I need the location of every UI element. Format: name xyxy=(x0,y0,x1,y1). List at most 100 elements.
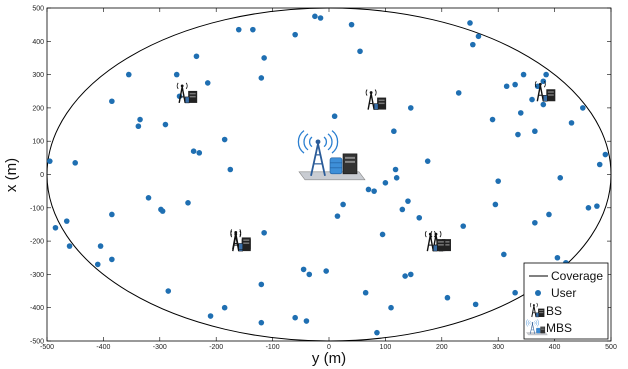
y-tick-label: -300 xyxy=(30,272,44,279)
user-point xyxy=(109,211,115,218)
user-point xyxy=(258,75,265,81)
user-point xyxy=(63,218,70,224)
bs-storage xyxy=(535,312,539,318)
bs-layer xyxy=(176,80,556,252)
legend-coverage-label: Coverage xyxy=(551,269,603,283)
user-point xyxy=(109,98,115,105)
user-layer xyxy=(47,13,609,336)
user-point xyxy=(407,271,414,278)
base-station-icon xyxy=(176,82,198,104)
bs-wave-right xyxy=(239,229,242,236)
user-point xyxy=(512,81,518,88)
user-point xyxy=(424,158,431,164)
bs-storage xyxy=(238,243,244,250)
x-tick-label: 200 xyxy=(436,344,448,351)
user-point xyxy=(204,80,211,86)
user-point xyxy=(261,229,267,236)
legend-bs-label: BS xyxy=(546,304,562,318)
user-point xyxy=(557,175,564,181)
bs-antenna-tip xyxy=(369,91,373,94)
user-point xyxy=(596,161,603,168)
user-point xyxy=(492,201,499,208)
mbs-storage xyxy=(329,157,343,175)
user-point xyxy=(159,208,166,214)
y-tick-label: 500 xyxy=(32,6,44,13)
mbs-tower xyxy=(310,143,326,177)
bs-wave-right xyxy=(185,82,188,90)
user-point xyxy=(467,20,473,26)
bs-server-slot xyxy=(437,244,444,246)
user-point xyxy=(94,261,101,268)
mbs-wave-left xyxy=(297,130,305,154)
user-point xyxy=(374,329,380,336)
user-point xyxy=(135,123,142,130)
bs-storage xyxy=(433,244,438,252)
bs-mast xyxy=(178,86,186,104)
y-tick-label: -100 xyxy=(30,205,44,212)
user-point xyxy=(580,105,586,111)
x-tick-label: 500 xyxy=(605,344,617,351)
user-point xyxy=(331,113,338,120)
user-point xyxy=(323,268,329,274)
user-point xyxy=(568,120,575,126)
user-point xyxy=(503,83,510,90)
user-point xyxy=(501,251,507,258)
user-point xyxy=(207,313,214,319)
user-point xyxy=(97,243,104,249)
user-point xyxy=(125,71,132,78)
user-point xyxy=(52,224,59,231)
x-tick-label: -200 xyxy=(209,344,223,351)
base-station-icon xyxy=(365,89,387,110)
base-station-icon xyxy=(534,80,556,102)
user-point xyxy=(137,116,143,123)
user-point xyxy=(602,151,609,158)
bs-server-slot xyxy=(378,102,385,105)
user-point xyxy=(185,200,191,206)
x-tick-label: 400 xyxy=(549,344,561,351)
mbs-wave-left xyxy=(303,133,309,151)
user-point xyxy=(173,71,180,78)
user-point xyxy=(540,101,547,108)
y-tick-label: -200 xyxy=(30,239,44,246)
user-point xyxy=(109,256,115,263)
mbs-wave-left xyxy=(308,136,313,148)
mbs-antenna-tip xyxy=(531,322,534,324)
x-tick-label: 0 xyxy=(327,344,331,351)
bs-server-slot xyxy=(539,310,544,312)
y-tick-label: 400 xyxy=(32,39,44,46)
user-point xyxy=(190,148,197,154)
bs-wave-right xyxy=(439,230,442,238)
user-point xyxy=(66,243,73,249)
user-point xyxy=(460,223,467,229)
user-point xyxy=(162,121,169,128)
mbs-antenna-tip xyxy=(315,139,321,145)
bs-antenna-tip xyxy=(234,231,238,234)
user-point xyxy=(193,53,200,60)
user-point xyxy=(515,131,521,138)
y-tick-label: 0 xyxy=(40,172,44,179)
bs-mast xyxy=(367,93,375,110)
bs-storage xyxy=(543,95,548,102)
user-point xyxy=(371,188,377,194)
bs-wave-left xyxy=(534,80,537,88)
bs-wave-left xyxy=(230,229,233,236)
x-tick-label: 300 xyxy=(492,344,504,351)
user-point xyxy=(227,166,234,173)
bs-storage xyxy=(184,96,190,104)
y-axis-label: x (m) xyxy=(3,158,20,192)
x-tick-label: -100 xyxy=(266,344,280,351)
user-point xyxy=(221,304,228,311)
bs-server-slot xyxy=(437,241,444,243)
bs-wave-left xyxy=(424,230,427,238)
bs-storage xyxy=(373,103,379,110)
legend-bs-icon xyxy=(530,302,545,318)
user-point xyxy=(585,205,592,211)
bs-server-slot xyxy=(189,92,196,95)
user-point xyxy=(382,180,389,186)
coverage-layer xyxy=(46,7,612,342)
bs-antenna-tip xyxy=(428,232,432,236)
user-point xyxy=(379,231,386,238)
user-point xyxy=(235,26,242,33)
legend: Coverage User BS MBS xyxy=(523,262,609,340)
user-point xyxy=(472,301,479,308)
